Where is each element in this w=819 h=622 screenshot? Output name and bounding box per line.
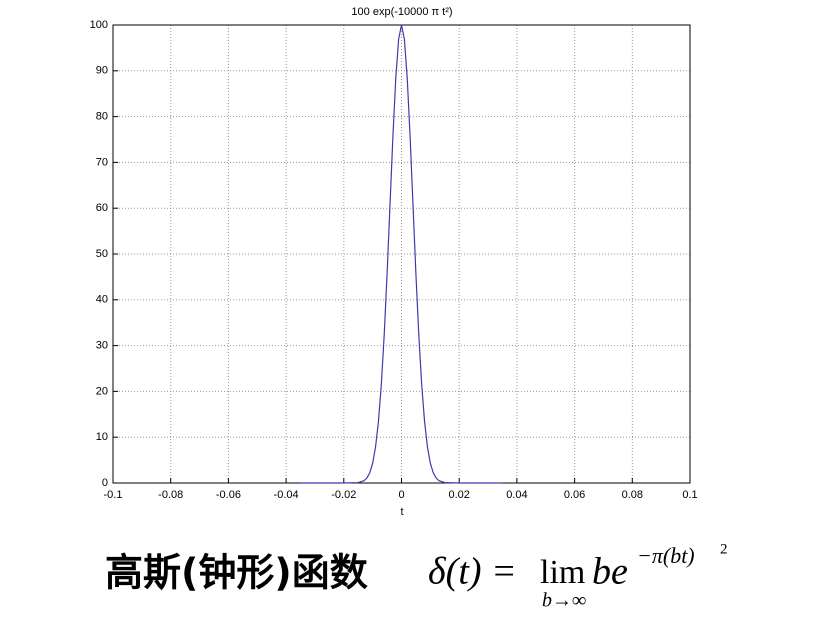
y-tick-label: 60 [96,202,108,214]
formula-exponent-power: 2 [720,541,728,557]
y-tick-label: 10 [96,431,108,443]
y-tick-label: 30 [96,340,108,352]
x-tick-label: -0.04 [274,489,299,501]
x-tick-label: -0.02 [331,489,356,501]
formula-lhs: δ(t) = [428,551,517,593]
chart-title: 100 exp(-10000 π t²) [351,6,452,18]
y-tick-label: 40 [96,294,108,306]
y-tick-label: 20 [96,385,108,397]
x-tick-label: 0 [398,489,404,501]
x-axis-label: t [400,506,403,518]
y-tick-label: 80 [96,111,108,123]
formula-limit: b→∞ [542,590,586,612]
x-tick-label: 0.04 [506,489,527,501]
x-tick-label: -0.1 [104,489,123,501]
x-tick-label: -0.06 [216,489,241,501]
y-tick-label: 50 [96,248,108,260]
x-tick-label: 0.08 [622,489,643,501]
x-tick-label: 0.02 [448,489,469,501]
formula-lim: lim [540,554,585,591]
x-tick-label: 0.1 [682,489,697,501]
y-tick-label: 70 [96,156,108,168]
x-tick-label: 0.06 [564,489,585,501]
line-series [300,24,503,484]
x-tick-label: -0.08 [158,489,183,501]
formula-exponent: −π(bt) [637,543,695,568]
caption-name: 高斯(钟形)函数 [105,551,368,595]
formula-base: be [592,551,628,593]
y-tick-label: 100 [90,19,108,31]
y-tick-label: 0 [102,477,108,489]
y-tick-label: 90 [96,65,108,77]
